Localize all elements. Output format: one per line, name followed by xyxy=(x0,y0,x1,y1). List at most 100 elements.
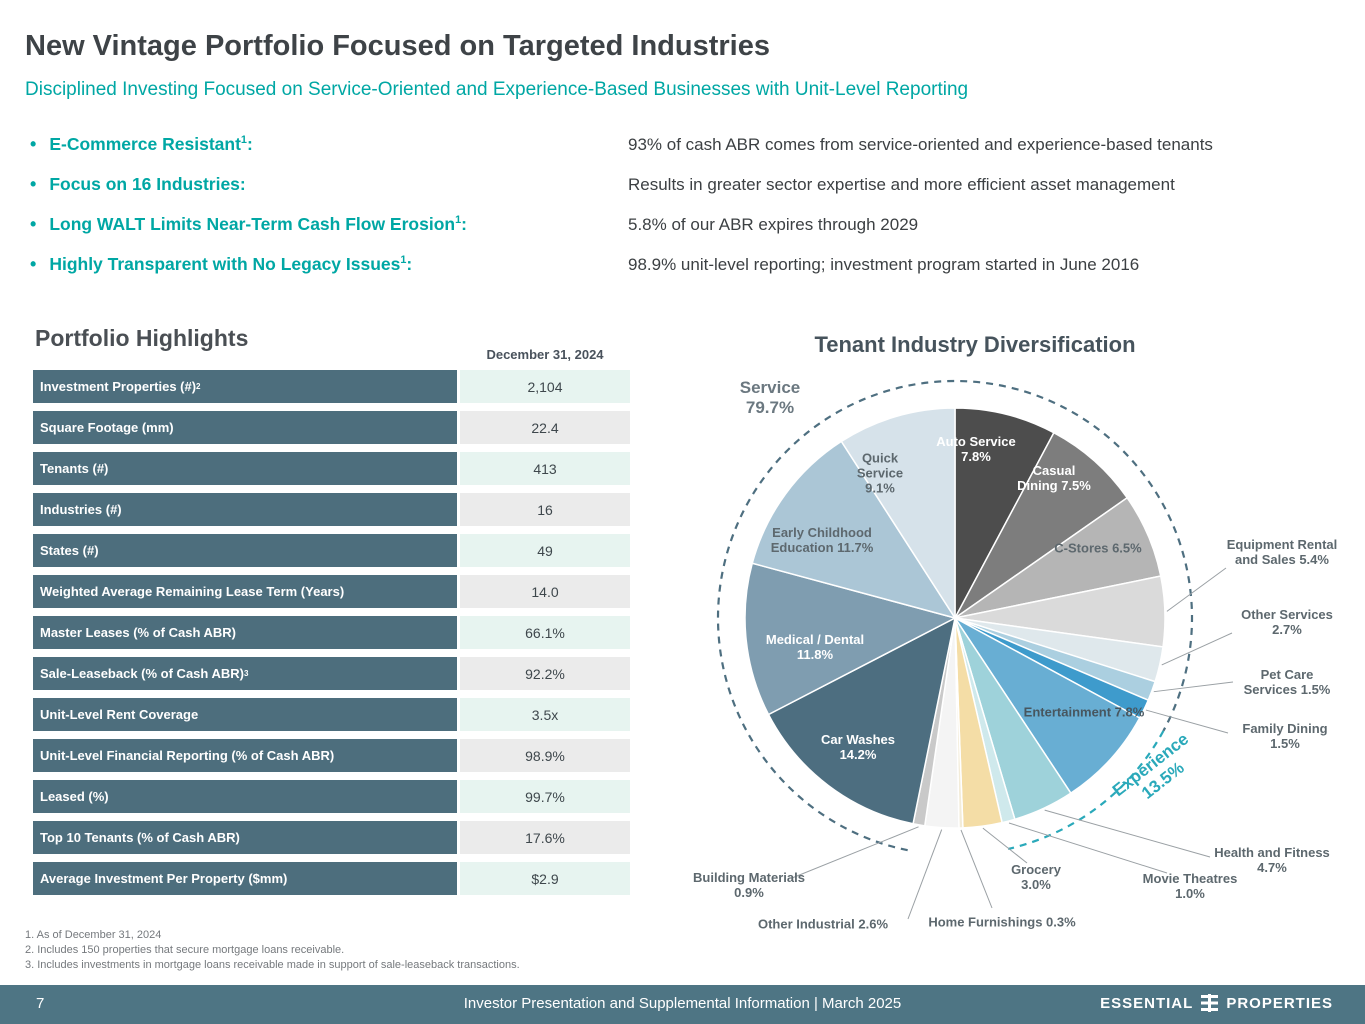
slice-label-quick-service: Quick Service 9.1% xyxy=(856,450,904,496)
row-value: 14.0 xyxy=(460,575,630,608)
bullet-item: • Long WALT Limits Near-Term Cash Flow Er… xyxy=(25,213,628,235)
leader-line-home-furnishings xyxy=(960,829,993,909)
table-row: Weighted Average Remaining Lease Term (Y… xyxy=(33,575,630,608)
leader-line-family-dining xyxy=(1145,709,1229,734)
row-value: 16 xyxy=(460,493,630,526)
bullet-icon: • xyxy=(30,254,37,274)
portfolio-highlights-table: Investment Properties (#) 2 2,104 Square Fo… xyxy=(33,370,630,903)
slice-label-grocery: Grocery 3.0% xyxy=(1011,862,1061,892)
slice-label-other-industrial: Other Industrial 2.6% xyxy=(757,916,889,932)
bullet-description: Results in greater sector expertise and … xyxy=(628,175,1175,194)
row-label: States (#) xyxy=(33,534,457,567)
table-row: Master Leases (% of Cash ABR) 66.1% xyxy=(33,616,630,649)
footer-bar: 7 Investor Presentation and Supplemental… xyxy=(0,985,1365,1024)
pie-slice-entertainment xyxy=(954,617,1141,795)
bullet-item: • E-Commerce Resistant1: xyxy=(25,133,628,155)
slice-label-early-childhood-education: Early Childhood Education 11.7% xyxy=(770,525,874,555)
pie-chart xyxy=(716,379,1234,920)
footnotes: 1. As of December 31, 2024 2. Includes 15… xyxy=(25,928,520,973)
row-value: 22.4 xyxy=(460,411,630,444)
footnote: 3. Includes investments in mortgage loan… xyxy=(25,959,520,971)
bullet-row: • Highly Transparent with No Legacy Issue… xyxy=(25,253,1350,293)
slice-label-home-furnishings: Home Furnishings 0.3% xyxy=(928,914,1076,930)
service-group-name: Service xyxy=(739,378,801,397)
brand-essential: ESSENTIAL xyxy=(1100,994,1194,1012)
pie-slice-quick-service xyxy=(840,407,956,621)
slice-label-family-dining: Family Dining 1.5% xyxy=(1242,721,1328,751)
bullet-label: Focus on 16 Industries: xyxy=(49,174,246,194)
row-value: 92.2% xyxy=(460,657,630,690)
row-value: 99.7% xyxy=(460,780,630,813)
table-row: Sale-Leaseback (% of Cash ABR) 3 92.2% xyxy=(33,657,630,690)
slice-label-building-materials: Building Materials 0.9% xyxy=(693,870,805,900)
page-number: 7 xyxy=(36,995,45,1012)
leader-line-health-and-fitness xyxy=(1044,809,1211,858)
row-value: 17.6% xyxy=(460,821,630,854)
slice-label-medical-dental: Medical / Dental 11.8% xyxy=(765,632,865,662)
table-row: Average Investment Per Property ($mm) $2.… xyxy=(33,862,630,895)
bullet-icon: • xyxy=(30,174,37,194)
table-row: Unit-Level Financial Reporting (% of Cas… xyxy=(33,739,630,772)
row-label: Top 10 Tenants (% of Cash ABR) xyxy=(33,821,457,854)
bullet-label: Highly Transparent with No Legacy Issues… xyxy=(49,254,413,274)
row-label: Average Investment Per Property ($mm) xyxy=(33,862,457,895)
footnote: 2. Includes 150 properties that secure m… xyxy=(25,944,345,956)
essential-properties-logo: ESSENTIAL PROPERTIES xyxy=(1100,994,1333,1012)
experience-group-arc xyxy=(1007,730,1165,851)
slice-label-entertainment: Entertainment 7.8% xyxy=(1023,704,1145,720)
row-label: Industries (#) xyxy=(33,493,457,526)
bullet-label: E-Commerce Resistant1: xyxy=(49,134,253,154)
row-value: $2.9 xyxy=(460,862,630,895)
leader-line-pet-care-services xyxy=(1153,681,1234,693)
slice-label-c-stores: C-Stores 6.5% xyxy=(1054,540,1142,556)
leader-line-building-materials xyxy=(791,826,919,879)
row-label: Investment Properties (#) 2 xyxy=(33,370,457,403)
leader-line-grocery xyxy=(982,827,1028,864)
chart-title: Tenant Industry Diversification xyxy=(814,332,1136,357)
brand-properties: PROPERTIES xyxy=(1226,994,1333,1012)
slice-label-pet-care-services: Pet Care Services 1.5% xyxy=(1243,667,1331,697)
pie-slice-car-washes xyxy=(767,616,957,825)
row-label: Square Footage (mm) xyxy=(33,411,457,444)
leader-line-movie-theatres xyxy=(1008,822,1168,874)
table-row: Square Footage (mm) 22.4 xyxy=(33,411,630,444)
bullet-row: • Long WALT Limits Near-Term Cash Flow Er… xyxy=(25,213,1350,253)
key-points-section: • E-Commerce Resistant1: 93% of cash ABR c… xyxy=(25,133,1350,293)
portfolio-highlights-heading: Portfolio Highlights xyxy=(35,325,249,351)
leader-line-equipment-rental-and-sales xyxy=(1166,567,1227,612)
row-label: Unit-Level Rent Coverage xyxy=(33,698,457,731)
pie-slice-casual-dining xyxy=(954,431,1129,619)
slice-label-casual-dining: Casual Dining 7.5% xyxy=(1017,463,1091,493)
row-value: 413 xyxy=(460,452,630,485)
row-value: 98.9% xyxy=(460,739,630,772)
pie-slice-medical-dental xyxy=(744,562,958,716)
bullet-row: • E-Commerce Resistant1: 93% of cash ABR c… xyxy=(25,133,1350,173)
table-row: Unit-Level Rent Coverage 3.5x xyxy=(33,698,630,731)
tenant-industry-diversification-chart: Tenant Industry Diversification Service … xyxy=(670,330,1365,960)
bullet-description: 93% of cash ABR comes from service-orien… xyxy=(628,135,1213,154)
slice-label-equipment-rental-and-sales: Equipment Rental and Sales 5.4% xyxy=(1226,537,1338,567)
essential-properties-logo-icon xyxy=(1201,994,1219,1012)
service-group-label: Service 79.7% xyxy=(740,378,801,418)
page-subtitle: Disciplined Investing Focused on Service… xyxy=(25,79,969,100)
row-value: 2,104 xyxy=(460,370,630,403)
row-label: Master Leases (% of Cash ABR) xyxy=(33,616,457,649)
bullet-label: Long WALT Limits Near-Term Cash Flow Ero… xyxy=(49,214,467,234)
slice-label-health-and-fitness: Health and Fitness 4.7% xyxy=(1214,845,1330,875)
bullet-item: • Focus on 16 Industries: xyxy=(25,173,628,195)
as-of-date: December 31, 2024 xyxy=(486,347,604,362)
leader-line-other-industrial xyxy=(907,829,943,920)
row-label: Unit-Level Financial Reporting (% of Cas… xyxy=(33,739,457,772)
bullet-description: 98.9% unit-level reporting; investment p… xyxy=(628,255,1140,274)
slice-label-car-washes: Car Washes 14.2% xyxy=(821,732,895,762)
bullet-item: • Highly Transparent with No Legacy Issue… xyxy=(25,253,628,275)
bullet-icon: • xyxy=(30,214,37,234)
row-label: Weighted Average Remaining Lease Term (Y… xyxy=(33,575,457,608)
table-row: Top 10 Tenants (% of Cash ABR) 17.6% xyxy=(33,821,630,854)
leader-line-other-services xyxy=(1161,632,1233,666)
table-row: Industries (#) 16 xyxy=(33,493,630,526)
slice-label-auto-service: Auto Service 7.8% xyxy=(936,434,1016,464)
bullet-row: • Focus on 16 Industries: Results in great… xyxy=(25,173,1350,213)
table-row: Leased (%) 99.7% xyxy=(33,780,630,813)
